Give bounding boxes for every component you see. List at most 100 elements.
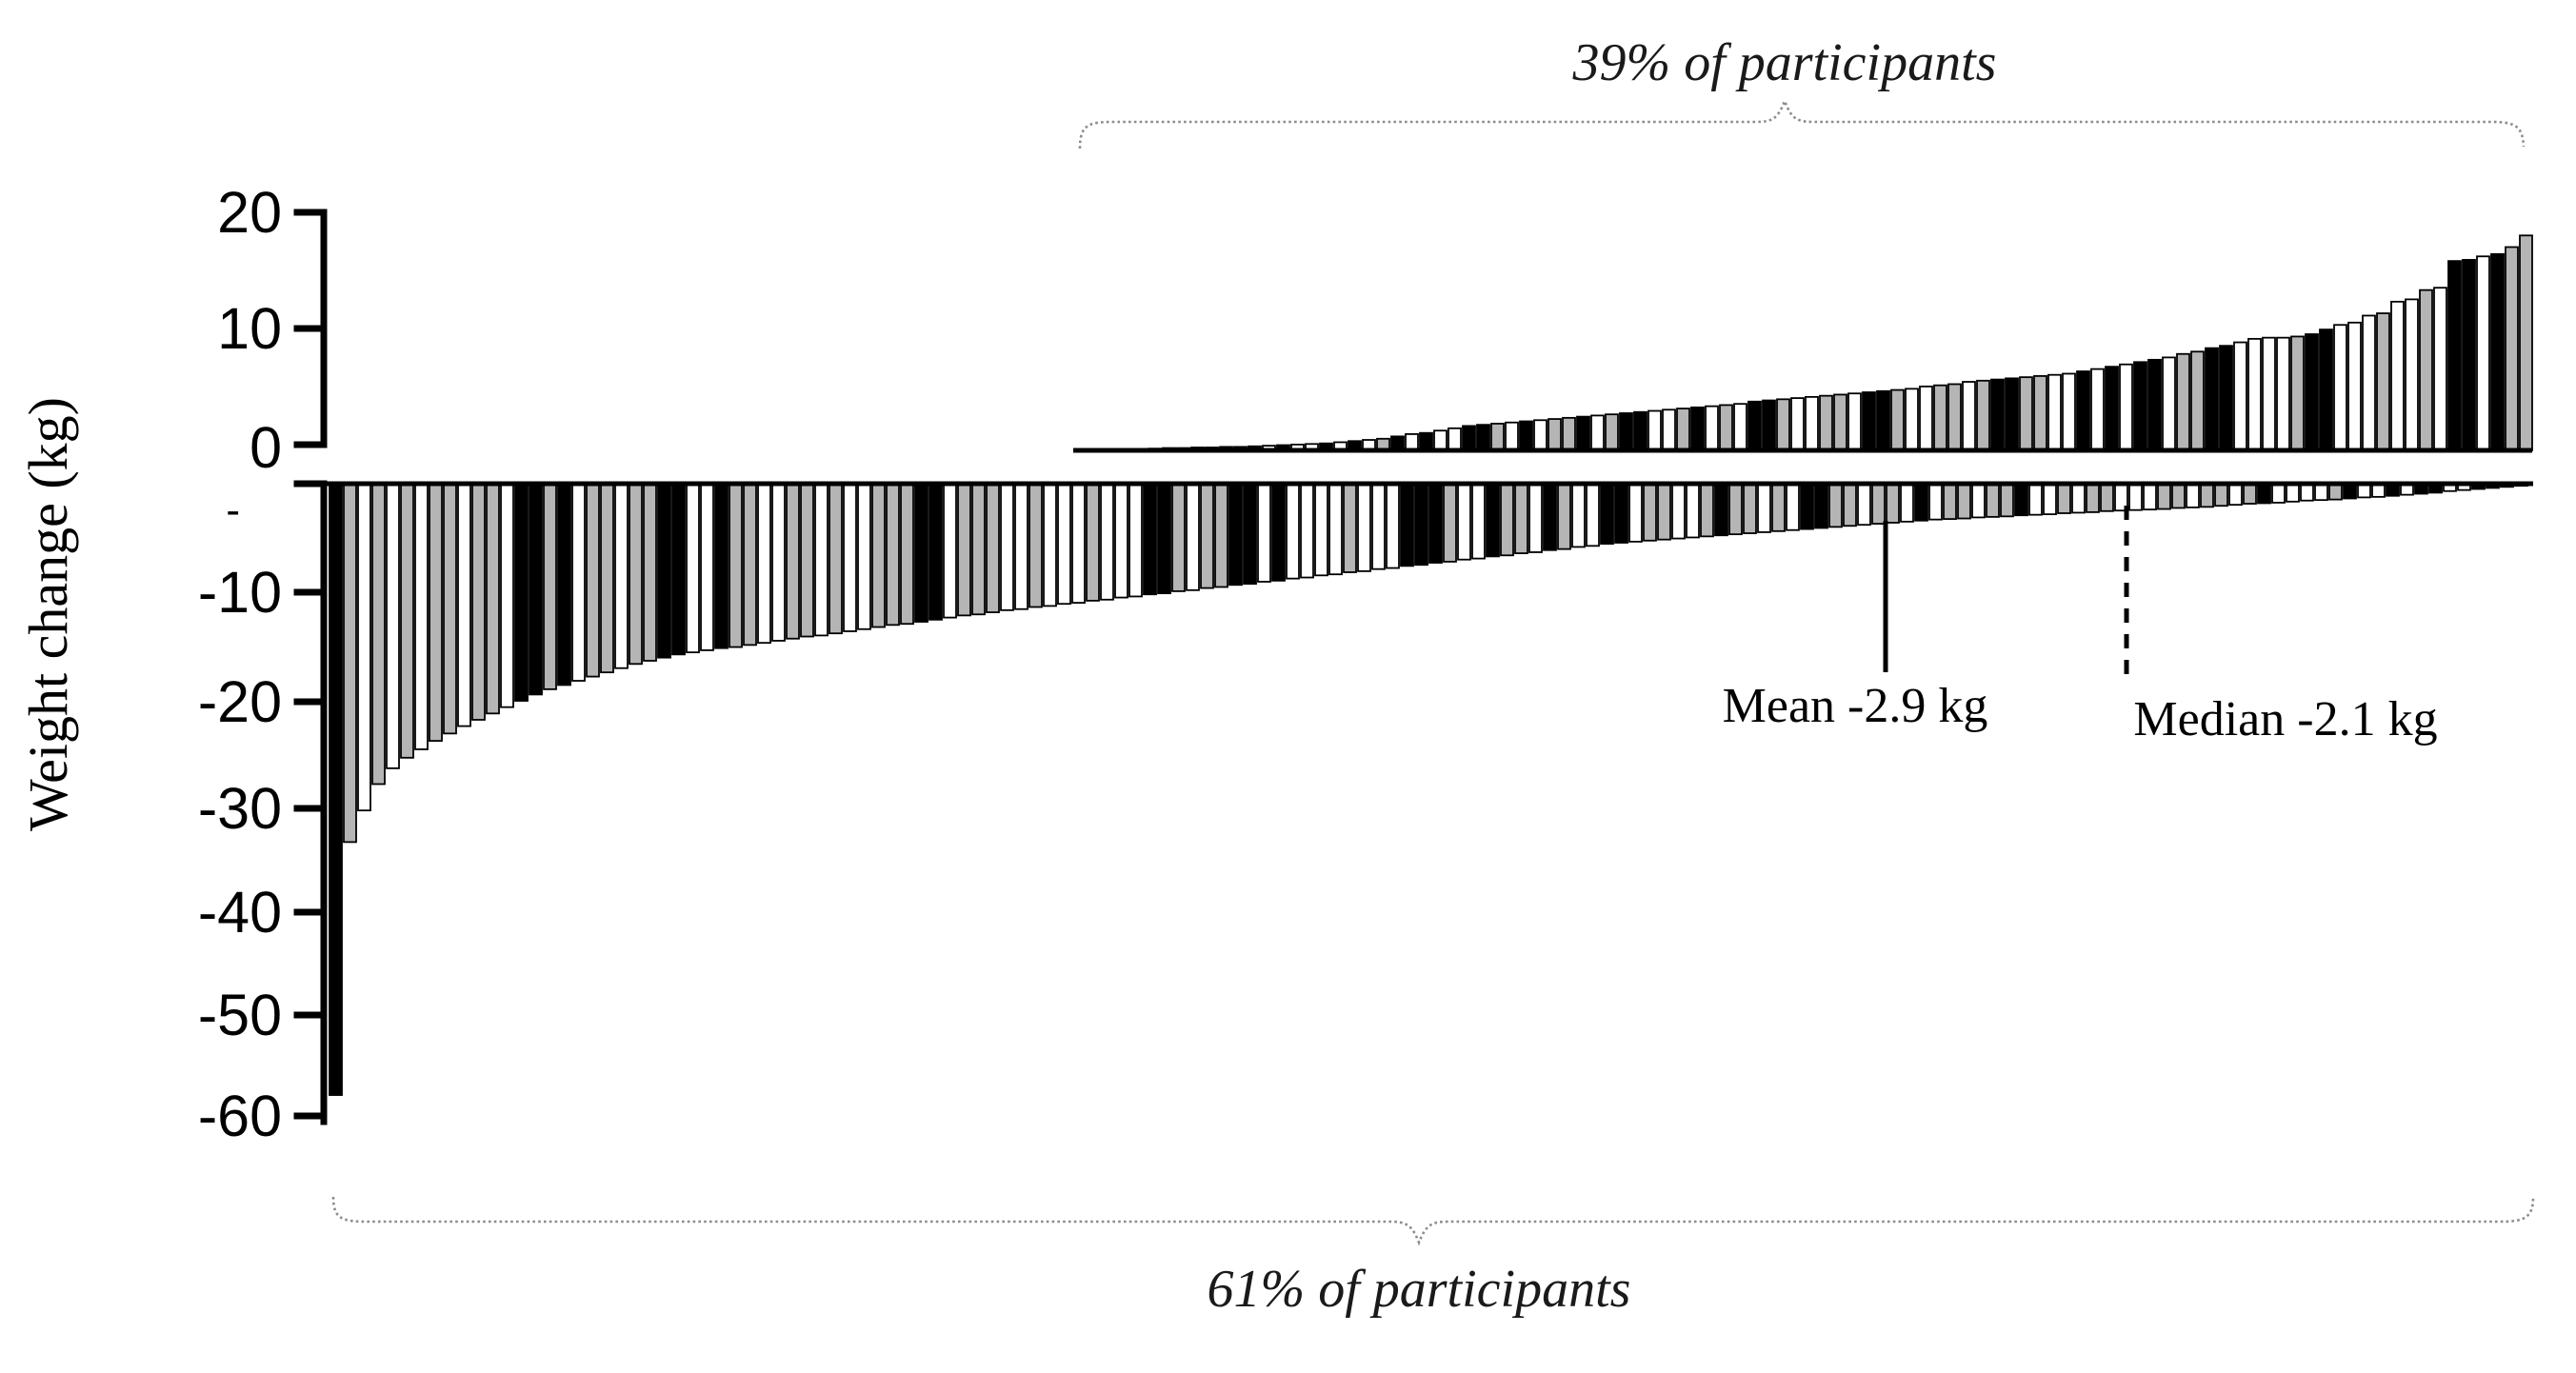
participant-bar [1962,381,1976,451]
participant-bar [1919,385,1933,451]
participant-bar [1057,483,1071,606]
tick-label-neg50: -50 [198,983,282,1047]
participant-bar [1371,483,1386,570]
participant-bar [743,483,757,647]
participant-bar [2228,483,2243,507]
participant-bar [2271,483,2286,504]
participant-bar [2462,259,2476,451]
participant-bar [371,483,386,786]
participant-bar [1676,408,1690,451]
bottom-bracket-label: 61% of participants [1208,1260,1631,1319]
tick-label-neg30: -30 [198,776,282,841]
participant-bar [2290,335,2305,451]
participant-bar [1343,483,1357,573]
participant-bar [1957,483,1971,520]
participant-bar [857,483,871,630]
participant-bar [2205,347,2219,451]
tick-label-neg40: -40 [198,880,282,945]
mean-label: Mean -2.9 kg [1723,679,1988,733]
participant-bar [1543,483,1557,551]
participant-bar [2300,483,2314,502]
participant-bar [800,483,814,638]
participant-bar [1000,483,1014,611]
participant-bar [1814,483,1828,529]
participant-bar [614,483,629,669]
participant-bar [514,483,529,702]
participant-bar [1514,483,1528,554]
participant-bar [1771,483,1786,532]
participant-bar [1157,483,1171,595]
participant-bar [486,483,500,715]
participant-bar [643,483,657,662]
y-axis-title: Weight change (kg) [17,397,79,831]
participant-bar [1014,483,1028,610]
participant-bar [1328,483,1343,576]
participant-bar [1528,483,1543,553]
participant-bar [1800,483,1814,530]
participant-bar [1943,483,1957,520]
participant-bar [1633,410,1647,451]
y-axis-lower: - -10 -20 -30 -40 -50 -60 [198,480,328,1148]
participant-bar [1928,483,1943,521]
participant-bar [1733,403,1747,451]
participant-bar [1657,483,1671,541]
participant-bar [2490,252,2505,451]
participant-bar [2305,333,2319,451]
participant-bar [1443,483,1457,563]
participant-bar [400,483,414,759]
participant-bar [1405,433,1419,451]
participant-bar [2143,483,2157,511]
participant-bar [971,483,986,616]
participant-bar [529,483,543,696]
top-bracket [1078,97,2526,149]
participant-bar [2033,375,2047,451]
participant-bar [757,483,771,645]
participant-bar [1228,483,1243,587]
participant-bar [2119,363,2133,451]
participant-bar [2071,483,2086,514]
participant-bar [1776,398,1790,451]
participant-bar [2157,483,2171,510]
participant-bar [1200,483,1214,589]
participant-bar [1914,483,1928,522]
participant-bar [1414,483,1428,567]
participant-bar [1243,483,1257,586]
participant-bar [1505,421,1519,451]
participant-bar [2405,298,2419,451]
participant-bar [1071,483,1086,604]
participant-bar [2319,328,2333,451]
participant-bar [1605,413,1619,451]
participant-bar [1448,427,1462,451]
participant-bar [457,483,471,727]
participant-bar [1986,483,2000,518]
participant-bar [1843,483,1857,527]
participant-bar [1571,483,1586,548]
participant-bar [1743,483,1757,534]
participant-bar [2076,370,2090,451]
participant-bar [1586,483,1600,547]
participant-bar [1747,400,1762,451]
participant-bar [2376,312,2390,451]
participant-bar [1628,483,1643,543]
participant-bar [2233,341,2247,451]
participant-bar [414,483,429,750]
participant-bar [1400,483,1414,567]
participant-bar [1790,397,1805,451]
y-axis-upper: 20 10 0 [217,180,328,480]
participant-bar [1271,483,1286,582]
participant-bar [1314,483,1328,577]
participant-bar [914,483,929,623]
participant-bar [1819,394,1833,451]
participant-bar [2019,376,2033,451]
participant-bar [586,483,600,678]
participant-bar [671,483,686,656]
participant-bar [2362,314,2376,451]
participant-bar [1619,412,1633,451]
participant-bar [1762,399,1776,451]
participant-bar [429,483,443,743]
participant-bar [2000,483,2014,518]
participant-bar [343,483,357,844]
participant-bar [2390,300,2405,451]
participant-bar [1857,483,1871,527]
participant-bar [2171,483,2186,509]
